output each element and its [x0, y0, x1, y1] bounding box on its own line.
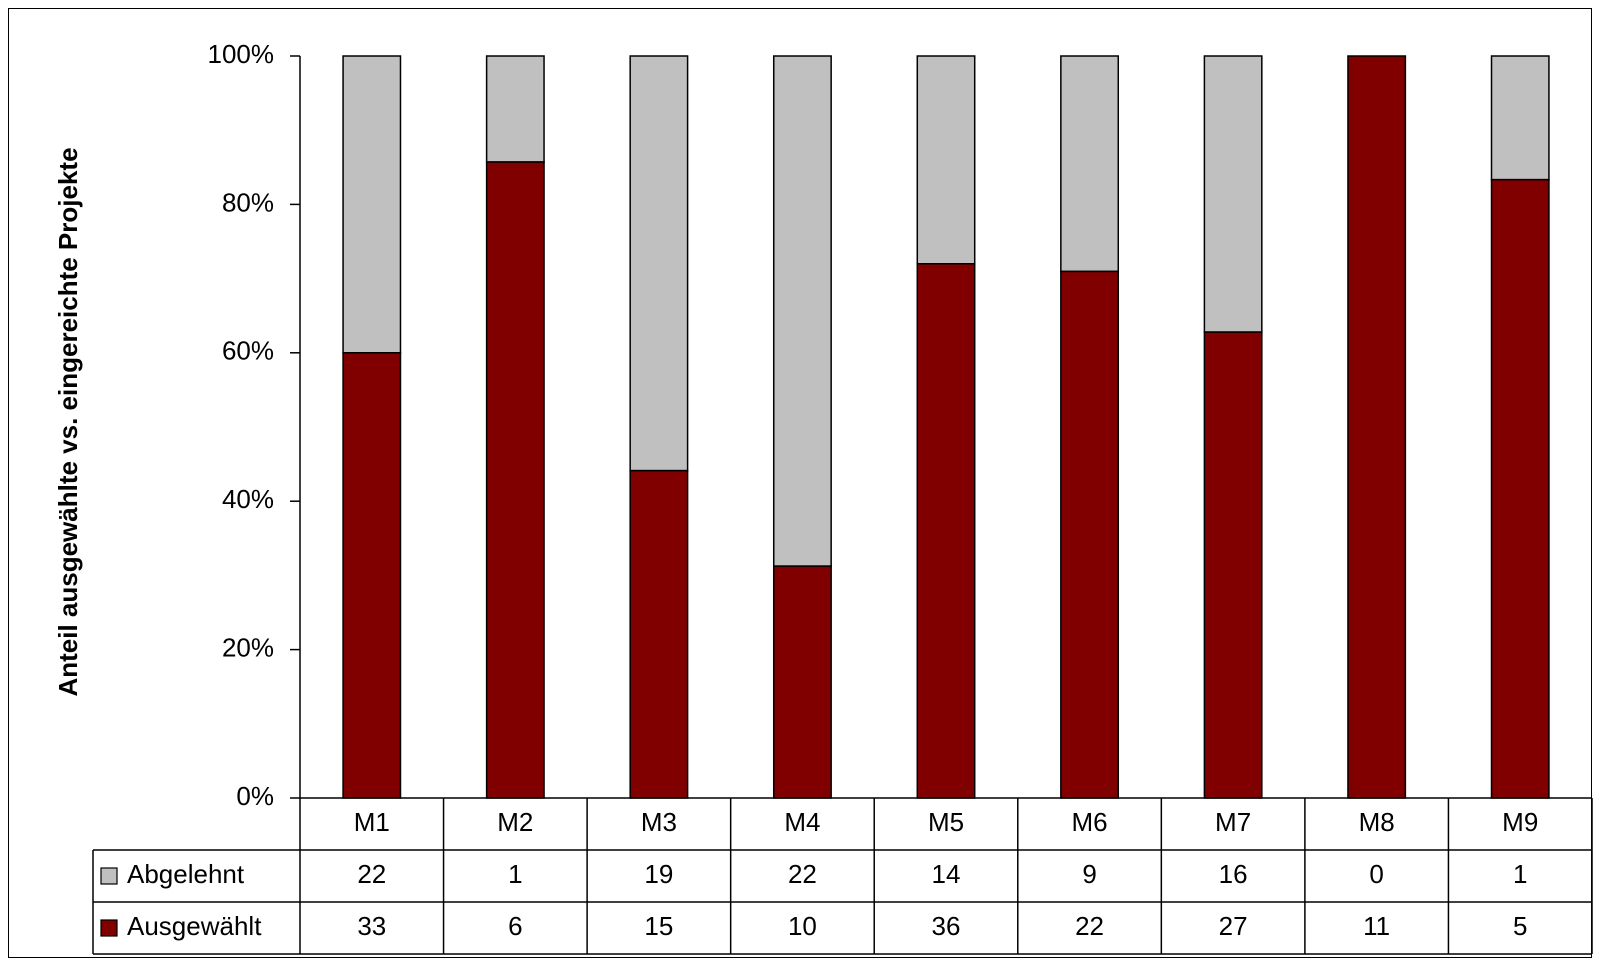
legend-swatch [100, 867, 118, 885]
bar-ausgewaehlt-m3 [629, 469, 689, 799]
table-value: 16 [1219, 859, 1248, 889]
category-label: M4 [784, 807, 820, 837]
table-value: 0 [1369, 859, 1383, 889]
bars [342, 55, 1550, 799]
table-value: 10 [788, 911, 817, 941]
legend-label: Ausgewählt [127, 911, 262, 941]
table-value: 22 [1075, 911, 1104, 941]
table-value: 19 [644, 859, 673, 889]
table-value: 11 [1363, 911, 1390, 941]
bar-abgelehnt-m1 [342, 55, 402, 354]
y-axis-title-group: Anteil ausgewählte vs. eingereichte Proj… [53, 147, 83, 696]
y-tick-label: 0% [236, 781, 274, 811]
y-axis-ticks: 0% 20% 40% 60% 80% 100% [208, 39, 301, 811]
bar-abgelehnt-m2 [485, 55, 545, 163]
table-value: 22 [788, 859, 817, 889]
legend-label: Abgelehnt [127, 859, 245, 889]
bar-ausgewaehlt-m4 [772, 565, 832, 799]
category-label: M6 [1071, 807, 1107, 837]
table-value: 1 [508, 859, 522, 889]
y-tick-label: 60% [222, 336, 274, 366]
y-axis-title: Anteil ausgewählte vs. eingereichte Proj… [53, 147, 83, 696]
bar-abgelehnt-m4 [772, 55, 832, 567]
bar-abgelehnt-m5 [916, 55, 976, 265]
bar-ausgewaehlt-m6 [1060, 270, 1120, 799]
category-label: M5 [928, 807, 964, 837]
table-value: 14 [932, 859, 961, 889]
y-tick-label: 100% [208, 39, 275, 69]
bar-abgelehnt-m9 [1490, 55, 1550, 181]
y-tick-label: 20% [222, 632, 274, 662]
bar-abgelehnt-m3 [629, 55, 689, 472]
bar-abgelehnt-m7 [1203, 55, 1263, 333]
bar-ausgewaehlt-m1 [342, 352, 402, 799]
table-value: 33 [357, 911, 386, 941]
y-tick-label: 40% [222, 484, 274, 514]
bar-abgelehnt-m6 [1060, 55, 1120, 273]
category-label: M1 [354, 807, 390, 837]
table-value: 9 [1082, 859, 1096, 889]
table-value: 15 [644, 911, 673, 941]
bar-ausgewaehlt-m2 [485, 161, 545, 799]
legend-swatch [100, 919, 118, 937]
bar-ausgewaehlt-m9 [1490, 178, 1550, 799]
category-label: M8 [1359, 807, 1395, 837]
table-value: 5 [1513, 911, 1527, 941]
table-value: 22 [357, 859, 386, 889]
bar-ausgewaehlt-m5 [916, 263, 976, 799]
table-value: 36 [932, 911, 961, 941]
category-label: M3 [641, 807, 677, 837]
category-label: M9 [1502, 807, 1538, 837]
category-label: M7 [1215, 807, 1251, 837]
table-value: 1 [1513, 859, 1527, 889]
table-value: 6 [508, 911, 522, 941]
y-tick-label: 80% [222, 187, 274, 217]
table-value: 27 [1219, 911, 1248, 941]
category-label: M2 [497, 807, 533, 837]
bar-ausgewaehlt-m7 [1203, 331, 1263, 799]
bar-ausgewaehlt-m8 [1347, 55, 1407, 799]
